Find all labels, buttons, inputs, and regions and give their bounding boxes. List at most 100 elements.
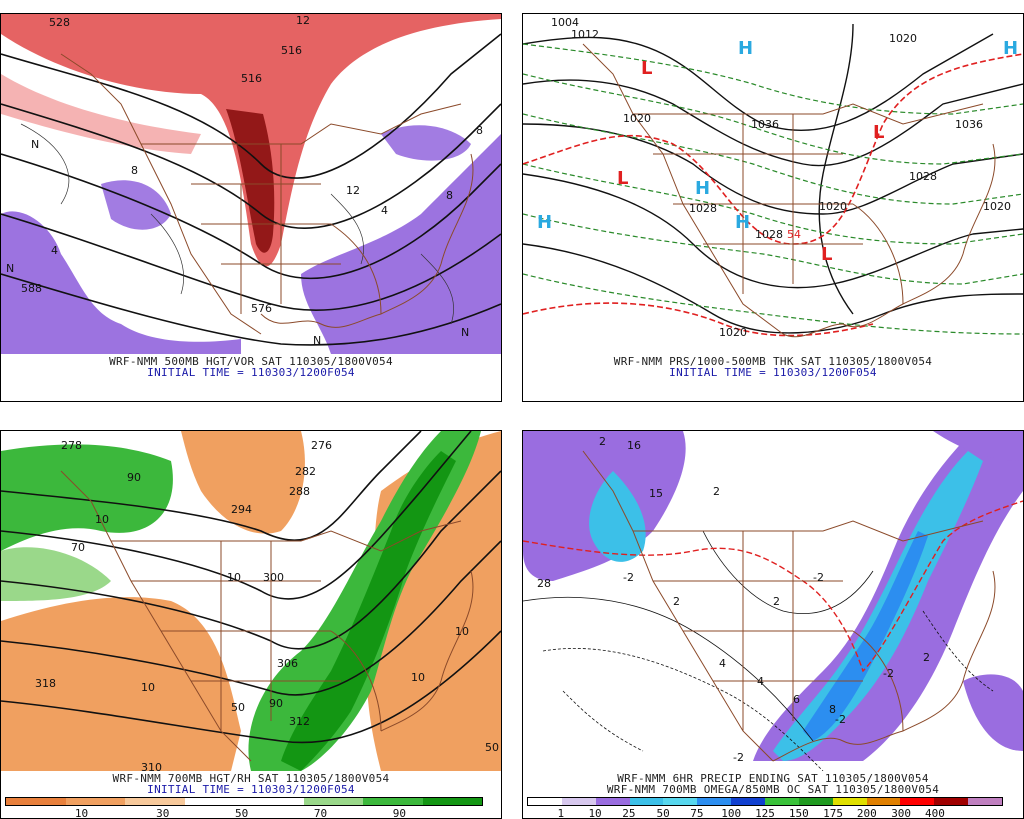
isobars (523, 23, 1023, 334)
rh-label: 90 (269, 697, 283, 710)
colorbar-swatch (798, 798, 833, 805)
isobar-label: 1028 (909, 170, 937, 183)
colorbar-swatch (528, 798, 562, 805)
rh-colorbar-ticks: 10 30 50 70 90 (5, 807, 483, 819)
colorbar-tick: 50 (234, 807, 249, 819)
map-precip-omega: 28 2 2 2 2 2 -2 -2 -2 -2 -2 4 4 6 8 16 1… (523, 431, 1023, 771)
vorticity-negative-area (1, 211, 241, 354)
panel-pressure-thickness: 1004 1012 1020 1036 1036 1028 1028 1028 … (522, 13, 1024, 402)
panel-initial-time: INITIAL TIME = 110303/1200F054 (147, 783, 355, 796)
contour-label: 2 (673, 595, 680, 608)
rh-label: 10 (95, 513, 109, 526)
high-pressure-symbol: H (537, 212, 552, 233)
rh-label: 10 (227, 571, 241, 584)
low-pressure-centers: L L L L (617, 58, 884, 265)
panel-initial-time: INITIAL TIME = 110303/1200F054 (669, 366, 877, 379)
contour-label: 4 (719, 657, 726, 670)
high-pressure-symbol: H (735, 212, 750, 233)
panel-500mb-hgt-vor: 528 516 516 588 576 12 12 8 8 8 4 4 N N … (0, 13, 502, 402)
high-pressure-symbol: H (738, 38, 753, 59)
moist-area-4 (1, 547, 111, 601)
map-700mb-rh: 276 278 282 288 294 300 306 312 318 310 … (1, 431, 501, 771)
contour-label: 4 (757, 675, 764, 688)
map-borders (60, 470, 474, 762)
panel-title: WRF-NMM PRS/1000-500MB THK SAT 110305/18… (613, 355, 933, 368)
low-pressure-symbol: L (821, 244, 832, 265)
precip-moderate-area-2 (773, 451, 983, 761)
contour-label: 276 (311, 439, 332, 452)
contour-label: -2 (883, 667, 894, 680)
colorbar-swatch (968, 798, 1003, 805)
contour-label: 312 (289, 715, 310, 728)
contour-label: 2 (923, 651, 930, 664)
colorbar-tick: 200 (856, 807, 877, 819)
contour-label: 2 (713, 485, 720, 498)
contour-label: 6 (793, 693, 800, 706)
isobar-label: 1020 (819, 200, 847, 213)
colorbar-swatch (65, 798, 125, 805)
contour-label: 516 (241, 72, 262, 85)
vorticity-negative-area-2 (301, 134, 501, 354)
contour-label: 16 (627, 439, 641, 452)
height-contours (1, 33, 501, 346)
contour-label: 278 (61, 439, 82, 452)
map-labels: 528 516 516 588 576 12 12 8 8 8 4 4 N N … (6, 14, 483, 347)
contour-label: 2 (773, 595, 780, 608)
precip-colorbar-ticks: 1 10 25 50 75 100 125 150 175 200 300 40… (527, 807, 1003, 819)
contour-label: -2 (623, 571, 634, 584)
precip-colorbar (527, 797, 1003, 806)
colorbar-tick: 1 (557, 807, 565, 819)
colorbar-swatch (629, 798, 664, 805)
panel-700mb-hgt-rh: 276 278 282 288 294 300 306 312 318 310 … (0, 430, 502, 819)
isobar-label: 1004 (551, 16, 579, 29)
panel-title-2: WRF-NMM 700MB OMEGA/850MB OC SAT 110305/… (606, 783, 940, 796)
colorbar-tick: 25 (622, 807, 636, 819)
rh-label: 10 (455, 625, 469, 638)
contour-label: -2 (813, 571, 824, 584)
isobar-label: 1020 (889, 32, 917, 45)
thickness-label: 54 (787, 228, 801, 241)
colorbar-swatch (422, 798, 482, 805)
colorbar-swatch (934, 798, 969, 805)
colorbar-tick: 150 (788, 807, 809, 819)
contour-label: -2 (733, 751, 744, 764)
low-pressure-symbol: L (617, 168, 628, 189)
colorbar-swatch (697, 798, 732, 805)
colorbar-tick: 50 (656, 807, 670, 819)
contour-label: N (461, 326, 469, 339)
colorbar-tick: 100 (721, 807, 742, 819)
high-pressure-symbol: H (695, 178, 710, 199)
colorbar-swatch (184, 798, 244, 805)
colorbar-swatch (561, 798, 596, 805)
colorbar-swatch (595, 798, 630, 805)
colorbar-swatch (303, 798, 363, 805)
contour-label: 12 (296, 14, 310, 27)
contour-label: 300 (263, 571, 284, 584)
map-labels: 28 2 2 2 2 2 -2 -2 -2 -2 -2 4 4 6 8 16 1… (537, 435, 930, 764)
panel-title: WRF-NMM 500MB HGT/VOR SAT 110305/1800V05… (109, 355, 393, 368)
colorbar-tick: 90 (392, 807, 406, 819)
high-pressure-centers: H H H H H (537, 38, 1018, 233)
precip-light-area-3 (933, 431, 1023, 461)
vorticity-positive-area-2 (1, 74, 201, 154)
colorbar-tick: 30 (156, 807, 170, 819)
colorbar-tick: 10 (74, 807, 89, 819)
isobar-label: 1020 (983, 200, 1011, 213)
colorbar-swatch (244, 798, 304, 805)
contour-label: N (6, 262, 14, 275)
freezing-line (523, 500, 1023, 673)
contour-label: 15 (649, 487, 663, 500)
contour-label: 588 (21, 282, 42, 295)
isobar-label: 1020 (719, 326, 747, 339)
contour-label: 8 (829, 703, 836, 716)
map-borders (582, 43, 996, 338)
contour-label: 288 (289, 485, 310, 498)
panel-title: WRF-NMM 6HR PRECIP ENDING SAT 110305/180… (617, 772, 929, 785)
map-pressure-thickness: 1004 1012 1020 1036 1036 1028 1028 1028 … (523, 16, 1023, 339)
colorbar-swatch (900, 798, 935, 805)
contour-label: 8 (131, 164, 138, 177)
colorbar-tick: 125 (755, 807, 775, 819)
rh-label: 70 (71, 541, 85, 554)
map-labels: 276 278 282 288 294 300 306 312 318 310 … (35, 439, 499, 771)
colorbar-tick: 400 (924, 807, 945, 819)
